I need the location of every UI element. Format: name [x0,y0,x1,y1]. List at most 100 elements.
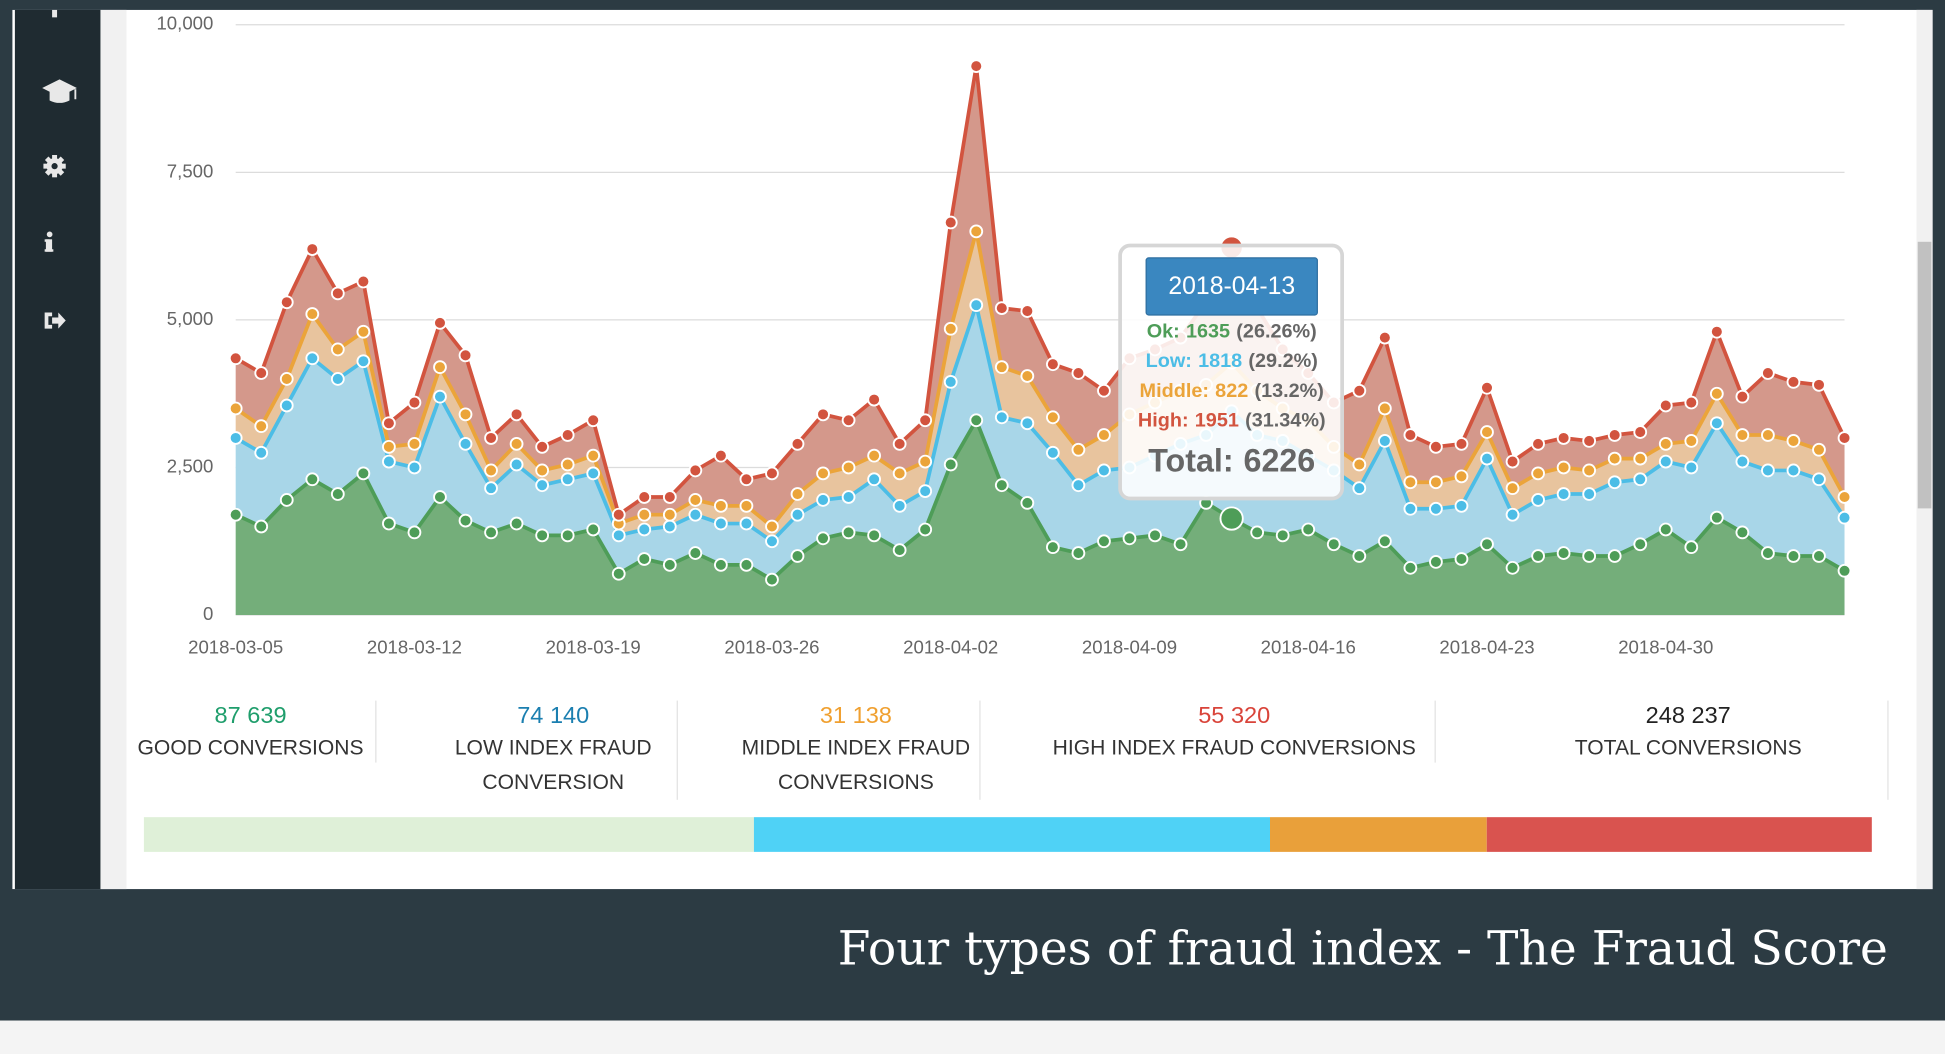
data-point [1429,475,1443,490]
data-point [433,389,447,404]
x-tick-label: 2018-03-12 [367,636,462,657]
data-point [1377,434,1392,448]
data-point [458,348,473,363]
x-tick-label: 2018-04-09 [1082,636,1177,657]
tooltip-value: 1635 [1186,321,1230,343]
bottom-strip [0,1020,1945,1054]
data-point [484,525,498,540]
x-tick-label: 2018-03-26 [724,636,819,657]
data-point [484,431,498,445]
data-point [688,493,703,507]
y-tick-label: 5,000 [167,308,214,329]
data-point [330,286,345,301]
data-point [688,546,703,560]
data-point [1045,540,1060,555]
x-tick-label: 2018-04-30 [1618,636,1713,657]
data-point [228,351,243,366]
data-point [1761,463,1775,478]
progress-segment [1269,817,1487,852]
data-point [509,516,524,531]
area-band [235,420,1845,616]
data-point [1071,546,1086,560]
data-point [867,528,881,543]
data-point [1352,481,1367,496]
data-point [305,351,320,366]
data-point [1505,454,1520,469]
data-point [1250,525,1265,540]
data-point [1454,498,1469,513]
series-line [234,418,1846,582]
data-point [484,481,498,496]
data-point [765,519,779,534]
data-point [433,315,447,330]
data-point [509,457,524,472]
data-point [918,522,933,537]
data-point [228,401,243,416]
data-point [254,445,269,460]
data-point [611,528,626,543]
data-point [637,507,652,522]
data-point [586,448,601,463]
data-point [1377,401,1392,416]
data-point [1812,549,1826,563]
stat-value: 248 237 [1646,702,1731,728]
data-point [1761,546,1775,560]
icon-logout[interactable] [44,312,66,329]
data-point [1556,487,1571,501]
data-point [560,472,575,487]
data-point [407,436,422,451]
scrollbar-thumb[interactable] [1917,241,1932,509]
tooltip-value: 1818 [1198,350,1242,372]
data-point [1377,534,1392,549]
data-point [1582,487,1597,501]
stat-title: GOOD CONVERSIONS [138,737,364,760]
data-point [1786,434,1801,448]
data-point [535,478,550,493]
data-point [637,522,652,537]
data-point [1505,560,1520,575]
stat-value: 55 320 [1198,702,1270,728]
icon-settings[interactable] [43,155,66,178]
y-tick-label: 7,500 [167,160,214,181]
data-point [305,242,320,256]
data-point [535,528,550,543]
stat-value: 87 639 [215,702,287,728]
data-point [816,407,830,422]
data-point [1429,501,1443,516]
icon-education[interactable] [42,79,77,103]
data-point [356,274,371,289]
icon-info[interactable] [44,231,54,252]
data-point [254,419,269,434]
data-point [1352,383,1367,398]
data-point [739,472,754,487]
data-point [892,466,907,481]
stat-title: HIGH INDEX FRAUD CONVERSIONS [1053,737,1416,760]
data-point [1071,478,1086,493]
data-point [1403,560,1418,575]
x-tick-label: 2018-04-02 [903,636,998,657]
data-point [841,413,856,428]
data-point [918,484,933,498]
data-point [382,416,396,431]
progress-segment [753,817,1270,852]
data-point [1582,463,1597,478]
data-point [1684,460,1699,475]
data-point [637,552,652,566]
data-point [1837,563,1852,578]
data-point [1097,534,1111,549]
data-point [714,448,728,463]
data-point [1709,324,1724,339]
data-point [1020,304,1035,318]
icon-partial [52,9,58,18]
data-point [867,392,881,407]
data-point [356,466,371,481]
data-point [1071,442,1086,457]
data-point [1505,481,1520,496]
stat-title: CONVERSION [482,771,624,794]
data-point [1429,439,1443,454]
data-point [586,522,601,537]
data-point [1786,463,1801,478]
data-point [662,519,677,534]
data-point [1684,395,1699,410]
tooltip: 2018-04-13 Ok: 1635 (26.26%) Low: 1818 (29.2%)… [1118,243,1345,501]
